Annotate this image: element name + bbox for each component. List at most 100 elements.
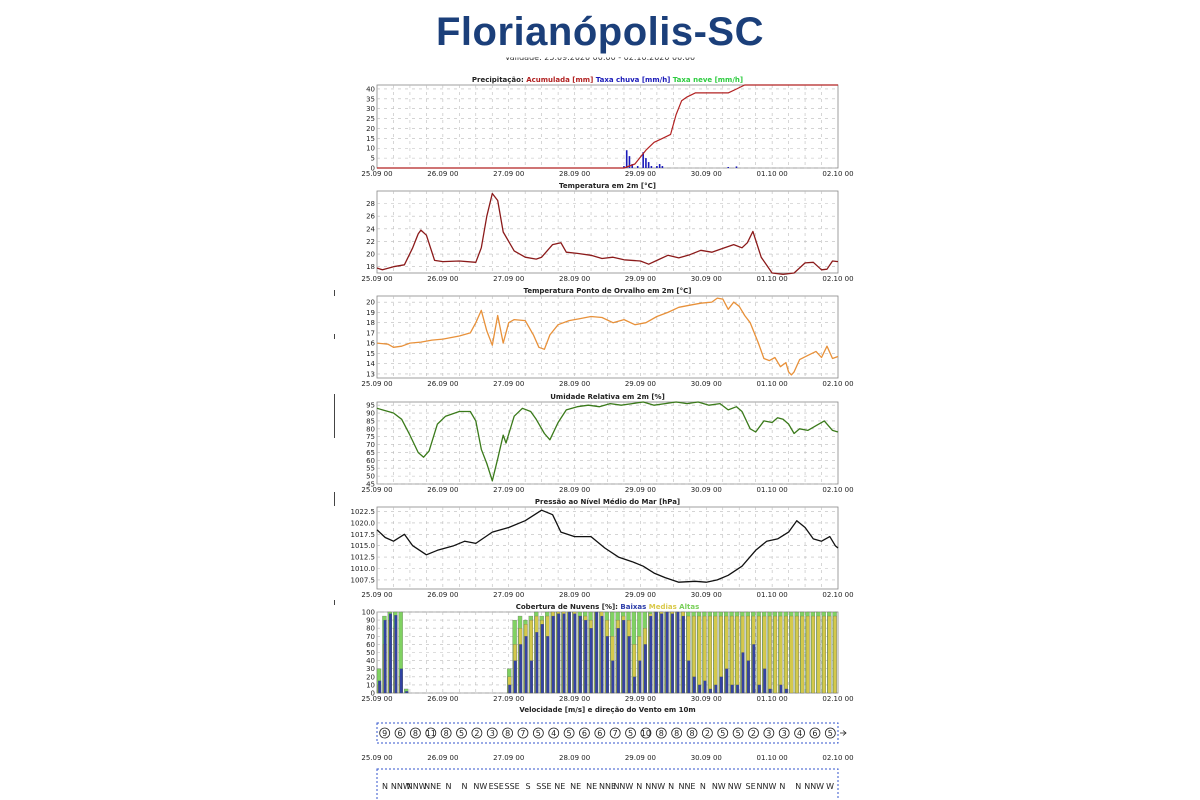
chart-precip: Precipitação: Acumulada [mm] Taxa chuva … xyxy=(361,76,853,178)
cloud-bar-baixas xyxy=(779,684,783,694)
temp-line xyxy=(376,192,839,275)
cloud-bar-medias xyxy=(708,615,712,694)
wind-direction-label: NNE xyxy=(424,782,441,791)
wind-speed-circle xyxy=(609,727,621,739)
cloud-bar-baixas xyxy=(719,676,723,694)
y-tick-label: 14 xyxy=(366,360,375,368)
x-tick-label: 27.09 00 xyxy=(493,754,524,762)
cloud-bar-baixas xyxy=(654,611,658,694)
y-tick-label: 1012.5 xyxy=(351,554,376,562)
x-tick-label: 25.09 00 xyxy=(361,170,392,178)
x-tick-label: 28.09 00 xyxy=(559,170,590,178)
x-tick-label: 27.09 00 xyxy=(493,591,524,599)
cloud-bar-medias xyxy=(697,615,702,694)
cloud-bar-baixas xyxy=(378,680,382,694)
wind-speed-value: 3 xyxy=(782,729,787,738)
y-tick-label: 65 xyxy=(366,449,375,457)
x-tick-label: 02.10 00 xyxy=(822,754,853,762)
wind-speed-circle xyxy=(824,727,836,739)
title-part: Medias xyxy=(646,603,676,611)
wind-speed-circle xyxy=(379,727,391,739)
cloud-bar-baixas xyxy=(399,668,403,694)
x-tick-label: 30.09 00 xyxy=(691,170,722,178)
cloud-bar-baixas xyxy=(551,615,555,694)
x-tick-label: 27.09 00 xyxy=(493,695,524,703)
y-tick-label: 17 xyxy=(366,329,375,337)
wind-direction-label: S xyxy=(525,782,530,791)
y-tick-label: 1022.5 xyxy=(351,508,376,516)
wind-speed-circle xyxy=(655,727,667,739)
rain-rate-bar xyxy=(628,156,631,168)
x-tick-label: 26.09 00 xyxy=(427,591,458,599)
y-tick-label: 5 xyxy=(371,155,375,163)
x-tick-label: 02.10 00 xyxy=(822,486,853,494)
y-tick-label: 25 xyxy=(366,115,375,123)
cloud-bar-baixas xyxy=(703,680,707,694)
cloud-bar-baixas xyxy=(638,660,642,694)
wind-speed-value: 5 xyxy=(567,729,572,738)
y-tick-label: 70 xyxy=(366,441,375,449)
title-part: Precipitação: xyxy=(472,76,526,84)
cloud-bar-baixas xyxy=(784,688,788,694)
wind-speed-circle xyxy=(532,727,544,739)
wind-speed-circle xyxy=(686,727,698,739)
wind-speed-circle xyxy=(701,727,713,739)
wind-speed-value: 11 xyxy=(426,729,436,738)
y-tick-label: 1017.5 xyxy=(351,531,376,539)
cloud-bar-baixas xyxy=(611,660,615,694)
wind-direction-label: NNE xyxy=(678,782,695,791)
wind-speed-value: 5 xyxy=(720,729,725,738)
x-tick-label: 01.10 00 xyxy=(757,486,788,494)
wind-direction-label: NNW xyxy=(645,782,665,791)
cloud-bar-baixas xyxy=(383,619,387,694)
y-tick-label: 100 xyxy=(362,609,375,617)
chart-title: Precipitação: Acumulada [mm] Taxa chuva … xyxy=(472,76,743,84)
plot-area xyxy=(376,506,839,590)
y-tick-label: 20 xyxy=(366,251,375,259)
x-tick-label: 28.09 00 xyxy=(559,695,590,703)
y-tick-label: 13 xyxy=(366,370,375,378)
cloud-bar-medias xyxy=(789,615,794,694)
y-tick-label: 1007.5 xyxy=(351,576,376,584)
wind-direction-label: N xyxy=(668,782,674,791)
y-tick-label: 26 xyxy=(366,213,375,221)
y-tick-label: 16 xyxy=(366,340,375,348)
plot-area xyxy=(376,84,839,169)
wind-speed-circle xyxy=(410,727,421,739)
wind-speed-value: 3 xyxy=(766,729,771,738)
wind-speed-circle xyxy=(563,727,575,739)
y-tick-label: 50 xyxy=(366,473,375,481)
wind-speed-circle xyxy=(809,727,821,739)
wind-direction-label: NNW xyxy=(407,782,427,791)
wind-speed-box xyxy=(376,722,839,744)
x-tick-label: 30.09 00 xyxy=(691,591,722,599)
wind-direction-label: NNW xyxy=(613,782,633,791)
wind-speed-circle xyxy=(440,727,452,739)
wind-direction-label: SE xyxy=(745,782,755,791)
cloud-bar-baixas xyxy=(524,636,528,694)
x-tick-label: 27.09 00 xyxy=(493,380,524,388)
y-tick-label: 60 xyxy=(366,641,375,649)
plot-area xyxy=(376,295,839,379)
cloud-bar-baixas xyxy=(622,619,626,694)
y-tick-label: 18 xyxy=(366,263,375,271)
y-tick-label: 0 xyxy=(371,165,375,173)
rain-rate-bar xyxy=(735,166,738,168)
wind-speed-circle xyxy=(748,727,759,739)
cloud-bar-baixas xyxy=(405,691,409,694)
plot-area xyxy=(376,401,839,485)
wind-speed-value: 8 xyxy=(444,729,449,738)
chart-title: Cobertura de Nuvens [%]: Baixas Medias A… xyxy=(516,603,700,611)
cloud-bar-baixas xyxy=(546,636,550,694)
wind-direction-label: NW xyxy=(728,782,742,791)
y-tick-label: 75 xyxy=(366,433,375,441)
x-tick-label: 25.09 00 xyxy=(361,754,392,762)
cloud-bar-baixas xyxy=(660,613,664,694)
y-tick-label: 15 xyxy=(366,135,375,143)
cloud-bar-medias xyxy=(784,615,788,694)
wind-direction-label: N xyxy=(461,782,467,791)
rain-rate-bar xyxy=(642,152,644,168)
wind-speed-circle xyxy=(794,727,805,739)
cloud-bar-baixas xyxy=(519,644,523,694)
wind-speed-value: 5 xyxy=(459,729,464,738)
